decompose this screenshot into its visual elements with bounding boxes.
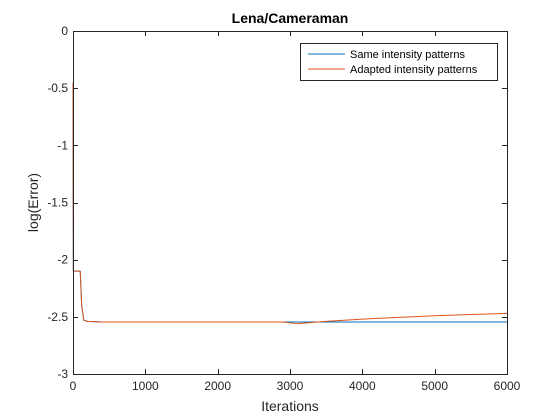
y-axis-label: log(Error) [25,173,41,232]
y-tick-label: -1.5 [47,196,68,210]
x-tick-label: 3000 [277,379,304,393]
tick-marks [73,31,508,375]
y-tick-label: 0 [61,24,68,38]
plot-background [73,31,507,374]
x-tick-label: 0 [70,379,77,393]
y-tick-label: -2 [57,253,68,267]
series-line-adapted-intensity [72,82,508,325]
legend-box [300,43,498,81]
y-tick-label: -2.5 [47,310,68,324]
y-tick-label: -3 [57,367,68,381]
x-tick-label: 4000 [349,379,376,393]
legend-label-same-intensity: Same intensity patterns [350,49,465,61]
x-tick-label: 1000 [132,379,159,393]
legend-label-adapted-intensity: Adapted intensity patterns [350,64,478,76]
x-tick-label: 2000 [204,379,231,393]
y-tick-labels: 0 -0.5 -1 -1.5 -2 -2.5 -3 [47,24,68,381]
x-axis-label: Iterations [261,398,319,414]
plot-area: 0 1000 2000 3000 4000 5000 6000 0 -0.5 -1 -1.5 -2 -… [47,24,520,393]
legend: Same intensity patterns Adapted intensit… [300,43,498,81]
x-tick-label: 5000 [421,379,448,393]
y-tick-label: -0.5 [47,81,68,95]
y-tick-label: -1 [57,138,68,152]
series-layer [72,82,508,325]
chart-title: Lena/Cameraman [232,10,349,26]
x-tick-labels: 0 1000 2000 3000 4000 5000 6000 [70,379,521,393]
x-tick-label: 6000 [494,379,521,393]
